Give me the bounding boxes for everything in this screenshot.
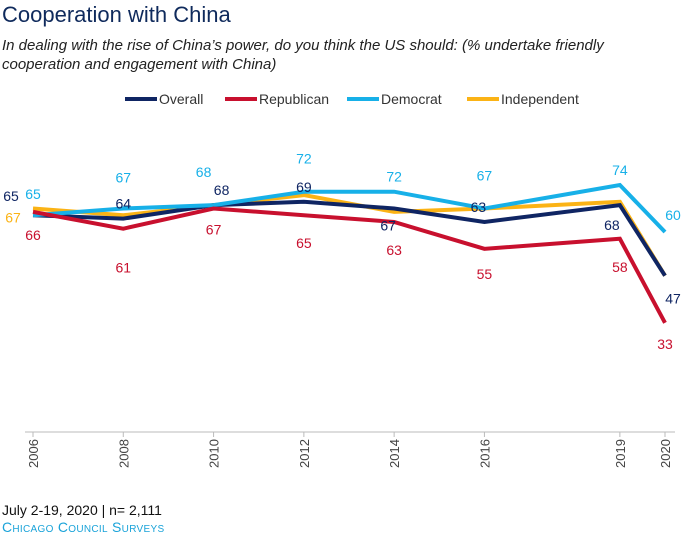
- legend-label-democrat: Democrat: [381, 91, 442, 107]
- x-tick-label: 2010: [207, 439, 222, 468]
- data-label-democrat: 65: [25, 186, 41, 202]
- series-line-democrat: [32, 182, 667, 234]
- data-label-overall: 67: [380, 218, 396, 234]
- series-line-overall: [32, 199, 667, 277]
- data-label-republican: 61: [115, 260, 131, 276]
- data-label-overall: 68: [604, 217, 620, 233]
- data-label-democrat: 72: [386, 169, 402, 185]
- x-tick-label: 2019: [613, 439, 628, 468]
- legend-label-independent: Independent: [501, 91, 579, 107]
- series-line-republican: [32, 206, 667, 324]
- x-tick-label: 2006: [26, 439, 41, 468]
- data-label-democrat: 67: [115, 170, 131, 186]
- data-label-overall: 68: [214, 182, 230, 198]
- data-label-democrat: 72: [296, 151, 312, 167]
- chart-subtitle: In dealing with the rise of China’s powe…: [2, 37, 604, 73]
- data-label-republican: 66: [25, 227, 41, 243]
- x-tick-label: 2008: [116, 439, 131, 468]
- data-label-republican: 67: [206, 222, 222, 238]
- data-label-overall: 65: [3, 188, 19, 204]
- data-label-republican: 63: [386, 242, 402, 258]
- legend-label-overall: Overall: [159, 91, 203, 107]
- x-tick-label: 2014: [387, 439, 402, 468]
- data-label-republican: 55: [477, 266, 493, 282]
- legend-label-republican: Republican: [259, 91, 329, 107]
- data-label-overall: 47: [665, 291, 681, 307]
- data-label-republican: 58: [612, 259, 628, 275]
- data-label-overall: 69: [296, 179, 312, 195]
- x-tick-label: 2012: [297, 439, 312, 468]
- line-chart: 2006 2008 2010 2012 2014 2016 2019 2020 Overall R…: [3, 91, 681, 468]
- data-label-republican: 65: [296, 235, 312, 251]
- data-label-democrat: 68: [196, 164, 212, 180]
- data-label-overall: 64: [115, 196, 131, 212]
- data-label-democrat: 67: [477, 168, 493, 184]
- data-label-democrat: 60: [665, 207, 681, 223]
- data-label-republican: 33: [657, 336, 673, 352]
- data-label-democrat: 74: [612, 162, 628, 178]
- source-label: Chicago Council Surveys: [2, 519, 165, 535]
- x-tick-label: 2016: [477, 439, 492, 468]
- x-tick-label: 2020: [658, 439, 673, 468]
- data-label-independent: 67: [5, 210, 21, 226]
- data-label-overall: 63: [471, 199, 487, 215]
- survey-date-sample: July 2-19, 2020 | n= 2,111: [2, 502, 162, 518]
- page-title: Cooperation with China: [2, 2, 231, 27]
